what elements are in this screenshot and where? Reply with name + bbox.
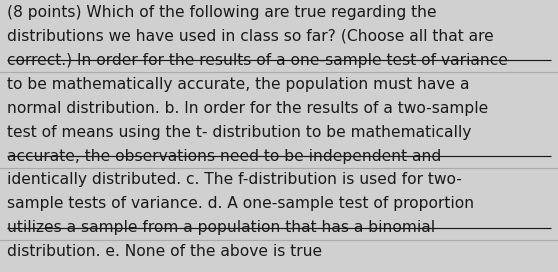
Text: correct.) In order for the results of a one-sample test of variance: correct.) In order for the results of a … <box>7 53 508 68</box>
Text: identically distributed. c. The f-distribution is used for two-: identically distributed. c. The f-distri… <box>7 172 462 187</box>
Text: sample tests of variance. d. A one-sample test of proportion: sample tests of variance. d. A one-sampl… <box>7 196 474 211</box>
Text: distribution. e. None of the above is true: distribution. e. None of the above is tr… <box>7 244 323 259</box>
Text: (8 points) Which of the following are true regarding the: (8 points) Which of the following are tr… <box>7 5 437 20</box>
Text: normal distribution. b. In order for the results of a two-sample: normal distribution. b. In order for the… <box>7 101 488 116</box>
Text: test of means using the t- distribution to be mathematically: test of means using the t- distribution … <box>7 125 472 140</box>
Text: accurate, the observations need to be independent and: accurate, the observations need to be in… <box>7 149 441 163</box>
Text: distributions we have used in class so far? (Choose all that are: distributions we have used in class so f… <box>7 29 494 44</box>
Text: to be mathematically accurate, the population must have a: to be mathematically accurate, the popul… <box>7 77 470 92</box>
Text: utilizes a sample from a population that has a binomial: utilizes a sample from a population that… <box>7 220 435 235</box>
